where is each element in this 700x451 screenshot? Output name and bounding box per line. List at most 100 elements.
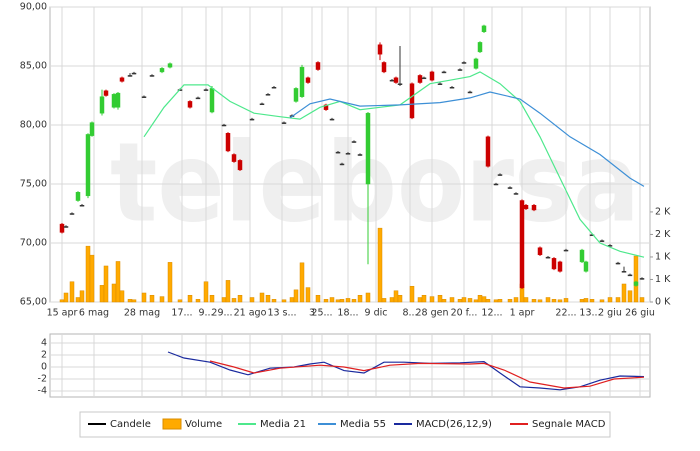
y2-tick-label: 0 K — [655, 297, 671, 308]
macd-panel — [49, 333, 651, 398]
candle-body — [477, 42, 483, 53]
x-tick-label: 2 giu — [598, 308, 622, 319]
candle-body — [305, 77, 311, 83]
volume-bar — [131, 299, 137, 303]
candle-body — [519, 200, 525, 289]
y-tick-label: 90,00 — [20, 2, 47, 13]
candle-body — [615, 262, 621, 265]
candle-body — [599, 240, 605, 242]
volume-bar — [149, 294, 155, 303]
volume-bar — [381, 298, 387, 303]
candle-body — [299, 66, 305, 97]
y-tick-label: 0 — [41, 362, 47, 373]
volume-bar — [79, 290, 85, 303]
y2-tick-label: 2 K — [655, 229, 671, 240]
volume-bar — [345, 298, 351, 303]
candle-body — [417, 75, 423, 83]
volume-bar — [221, 297, 227, 303]
x-tick-label: 13 s... — [267, 308, 296, 319]
volume-bar — [537, 299, 543, 303]
candle-body — [473, 58, 479, 69]
volume-bar — [599, 299, 605, 303]
legend-label: Candele — [110, 419, 151, 430]
candle-body — [115, 92, 121, 108]
candle-body — [271, 86, 277, 89]
candle-body — [187, 101, 193, 108]
volume-bar — [59, 299, 65, 303]
legend-label: Volume — [185, 419, 222, 430]
candle-body — [457, 69, 463, 71]
x-tick-label: 21 ago — [234, 308, 267, 319]
candle-body — [281, 122, 287, 124]
candle-body — [537, 247, 543, 256]
candle-body — [461, 62, 467, 64]
candle-body — [365, 112, 371, 185]
candle-body — [377, 44, 383, 55]
volume-bar — [563, 298, 569, 303]
x-tick-label: 13... — [579, 308, 600, 319]
volume-bar — [365, 292, 371, 303]
volume-bar — [437, 294, 443, 303]
volume-bar — [421, 294, 427, 303]
candle-body — [409, 83, 415, 119]
volume-bar — [89, 254, 95, 303]
volume-bar — [523, 297, 529, 303]
candle-body — [237, 160, 243, 171]
volume-bar — [615, 297, 621, 303]
volume-bar — [389, 297, 395, 303]
volume-bar — [507, 299, 513, 303]
x-tick-label: 25... — [311, 308, 332, 319]
volume-bar — [513, 297, 519, 303]
y-tick-label: 85,00 — [20, 61, 47, 72]
volume-bar — [281, 299, 287, 303]
volume-bar — [461, 297, 467, 303]
volume-bar — [429, 296, 435, 303]
legend: Candele Volume Media 21 Media 55 MACD(26,12,… — [88, 418, 606, 430]
candle-body — [357, 154, 363, 156]
candle-body — [579, 249, 585, 263]
volume-bar — [127, 299, 133, 303]
volume-bar — [305, 287, 311, 303]
volume-bar — [457, 299, 463, 303]
x-tick-label: 22... — [555, 308, 576, 319]
volume-bar — [357, 294, 363, 303]
candle-body — [209, 88, 215, 113]
candle-body — [507, 187, 513, 189]
volume-bar — [103, 265, 109, 303]
volume-bar — [639, 297, 645, 303]
volume-bar — [249, 297, 255, 303]
volume-bar — [315, 294, 321, 303]
x-tick-label: 29... — [211, 308, 232, 319]
candle-body — [119, 77, 125, 82]
volume-bar — [607, 297, 613, 303]
volume-bar — [531, 299, 537, 303]
x-tick-label: 28 mag — [124, 308, 160, 319]
volume-bar — [159, 296, 165, 303]
volume-bar — [75, 297, 81, 303]
candle-body — [627, 274, 633, 277]
volume-bar — [203, 281, 209, 303]
y2-tick-label: 1 K — [655, 274, 671, 285]
x-tick-label: 1 apr — [510, 308, 535, 319]
candle-body — [203, 89, 209, 91]
candle-body — [89, 122, 95, 136]
volume-bar — [141, 292, 147, 303]
legend-label: Media 21 — [260, 419, 306, 430]
candle-body — [437, 83, 443, 85]
volume-bar — [377, 227, 383, 303]
y-tick-label: 2 — [41, 350, 47, 361]
y-tick-label: 80,00 — [20, 120, 47, 131]
volume-bar — [485, 299, 491, 303]
candle-body — [221, 124, 227, 127]
volume-bar — [271, 299, 277, 303]
candle-body — [99, 96, 105, 114]
candle-body — [513, 193, 519, 195]
candle-body — [345, 153, 351, 155]
volume-bar — [209, 294, 215, 303]
candle-body — [195, 97, 201, 100]
volume-bar — [63, 292, 69, 303]
candle-body — [397, 83, 403, 85]
candle-body — [329, 118, 335, 121]
volume-bar — [119, 290, 125, 303]
